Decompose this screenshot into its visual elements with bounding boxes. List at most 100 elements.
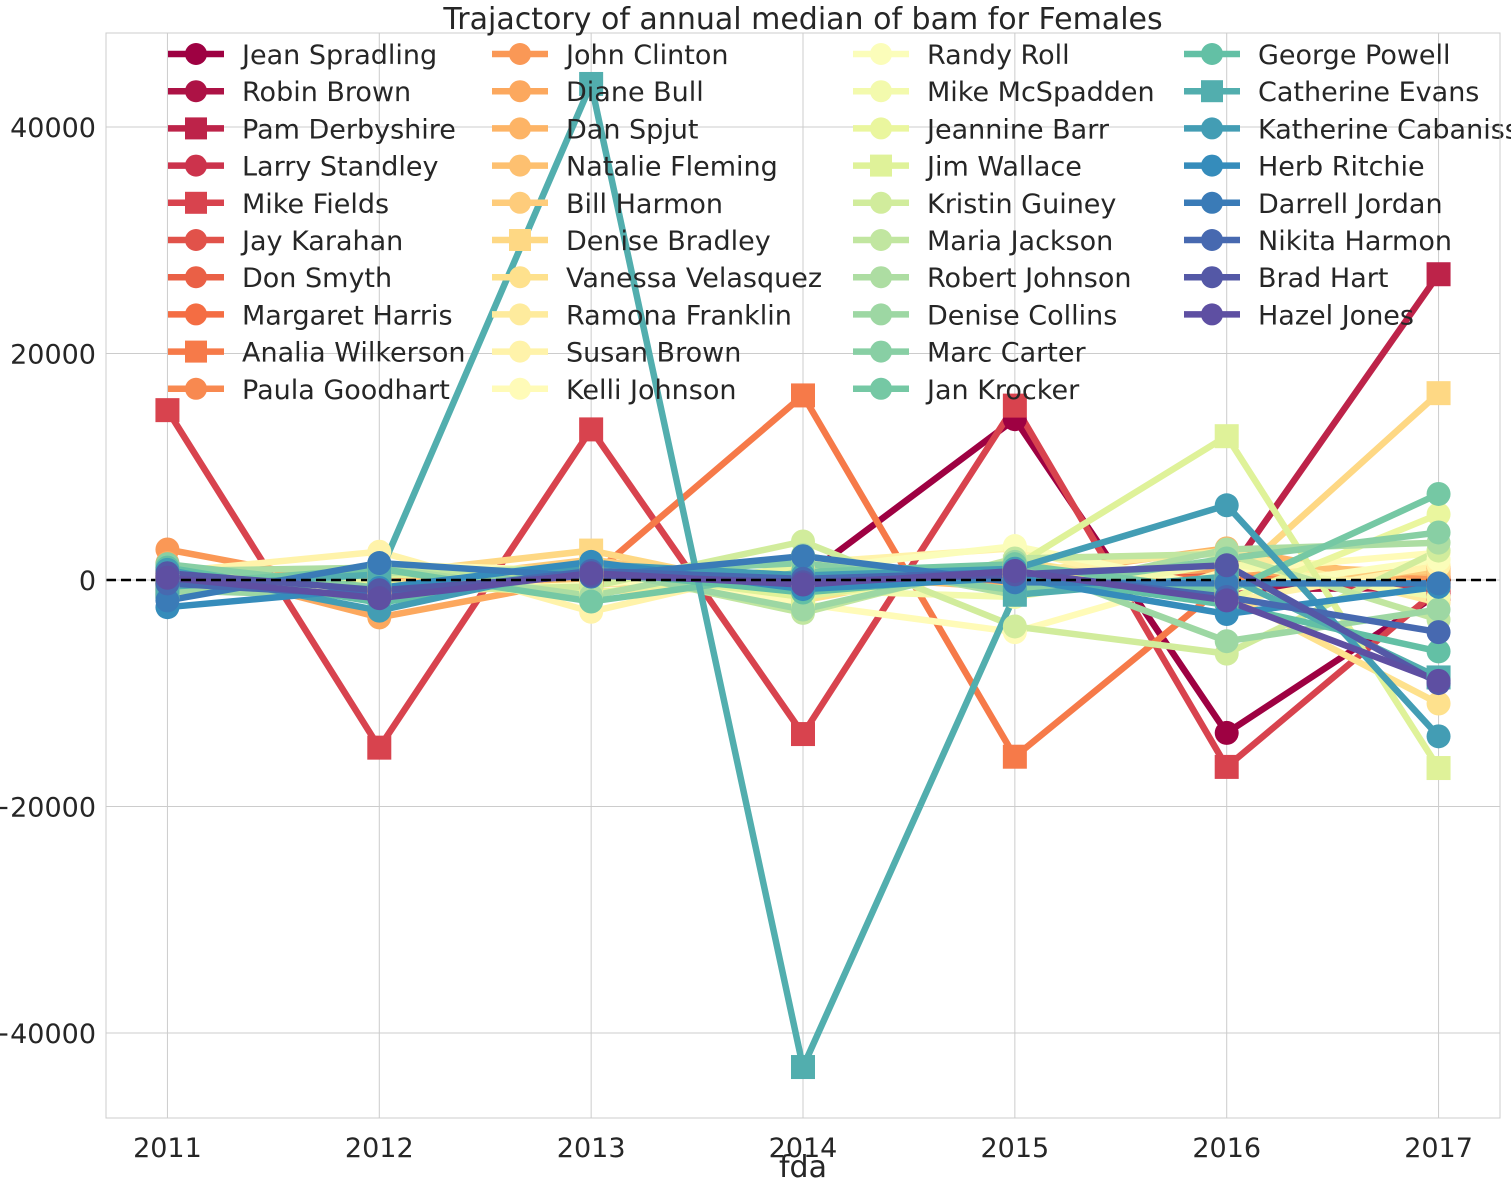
legend-label: Jay Karahan <box>240 226 403 257</box>
legend-label: Marc Carter <box>927 338 1086 369</box>
legend-swatch-marker <box>870 117 892 140</box>
legend-entry: Nikita Harmon <box>1184 226 1452 257</box>
data-point <box>367 586 392 611</box>
legend-entry: Darrell Jordan <box>1184 189 1443 220</box>
data-point <box>1214 720 1239 745</box>
legend-label: Paula Goodhart <box>242 375 450 406</box>
y-tick-label: 20000 <box>10 340 96 371</box>
legend-swatch-marker <box>185 191 207 214</box>
legend-label: Denise Bradley <box>566 226 771 257</box>
data-point <box>791 1055 815 1080</box>
legend-label: Robert Johnson <box>927 263 1132 294</box>
legend-swatch-marker <box>185 80 207 103</box>
data-point <box>1214 588 1239 613</box>
legend-label: George Powell <box>1258 40 1451 71</box>
legend-swatch-marker <box>870 43 892 65</box>
legend-label: Denise Collins <box>927 300 1117 331</box>
data-point <box>155 588 180 613</box>
data-point <box>1426 381 1451 406</box>
legend-label: Bill Harmon <box>566 189 723 220</box>
legend-entry: Don Smyth <box>168 263 392 294</box>
axis-ticks: 2011 2012 2013 2014 2015 2016 2017 −40000 −20000… <box>0 113 1473 1164</box>
x-tick-label: 2015 <box>980 1133 1049 1164</box>
legend-swatch-marker <box>509 340 531 363</box>
x-tick-label: 2012 <box>345 1133 414 1164</box>
legend-swatch-marker <box>870 191 892 214</box>
data-point <box>579 589 604 614</box>
legend-swatch-marker <box>185 340 207 363</box>
legend-label: Pam Derbyshire <box>242 114 456 145</box>
legend-entry: Herb Ritchie <box>1184 152 1425 183</box>
legend-swatch-marker <box>509 154 531 177</box>
data-point <box>791 544 815 569</box>
legend-label: Maria Jackson <box>927 226 1113 257</box>
legend-entry: Margaret Harris <box>168 300 453 331</box>
legend-label: Jeannine Barr <box>925 114 1110 145</box>
legend-label: Don Smyth <box>242 263 392 294</box>
legend-label: Robin Brown <box>242 77 411 108</box>
legend-label: Catherine Evans <box>1258 77 1479 108</box>
legend-label: Mike McSpadden <box>927 77 1155 108</box>
x-tick-label: 2016 <box>1192 1133 1261 1164</box>
legend-swatch-marker <box>870 377 892 400</box>
y-tick-label: 40000 <box>10 113 96 144</box>
legend-label: Jean Spradling <box>240 40 437 71</box>
legend-entry: Marc Carter <box>853 338 1086 369</box>
data-point <box>1426 724 1451 749</box>
legend-swatch-marker <box>870 303 892 326</box>
data-point <box>1002 614 1027 639</box>
legend-swatch-marker <box>870 340 892 363</box>
legend-swatch-marker <box>509 229 531 251</box>
legend-entry: Jay Karahan <box>168 226 403 257</box>
legend-label: Analia Wilkerson <box>242 338 465 369</box>
legend-swatch-marker <box>185 43 207 65</box>
y-tick-label: −40000 <box>0 1019 96 1050</box>
legend-swatch-marker <box>870 80 892 103</box>
legend-swatch-marker <box>870 154 892 177</box>
data-point <box>1002 558 1027 583</box>
legend-entry: Jeannine Barr <box>853 114 1110 145</box>
legend-swatch-marker <box>1201 80 1223 103</box>
legend-swatch-marker <box>185 377 207 400</box>
legend-entry: Susan Brown <box>492 338 741 369</box>
data-point <box>1002 744 1027 769</box>
legend-label: Diane Bull <box>566 77 704 108</box>
legend-entry: Pam Derbyshire <box>168 114 456 145</box>
legend-label: Brad Hart <box>1258 263 1388 294</box>
data-point <box>1214 553 1239 578</box>
legend-entry: Maria Jackson <box>853 226 1113 257</box>
legend-label: Jim Wallace <box>925 152 1082 183</box>
legend-swatch-marker <box>1201 117 1223 140</box>
data-point <box>1426 481 1451 506</box>
data-point <box>155 565 180 590</box>
data-point <box>579 417 604 442</box>
legend-entry: Catherine Evans <box>1184 77 1479 108</box>
legend-entry: Mike Fields <box>168 189 389 220</box>
legend-entry: Kristin Guiney <box>853 189 1116 220</box>
data-point <box>1426 620 1451 645</box>
data-point <box>1426 756 1451 781</box>
data-point <box>1426 597 1451 622</box>
legend-entry: Paula Goodhart <box>168 375 450 406</box>
x-tick-label: 2017 <box>1404 1133 1473 1164</box>
legend-label: Dan Spjut <box>566 114 699 145</box>
data-point <box>791 383 815 408</box>
legend: Jean Spradling Robin Brown Pam Derbyshire L… <box>168 40 1511 406</box>
legend-label: Nikita Harmon <box>1258 226 1452 257</box>
legend-swatch-marker <box>1201 191 1223 214</box>
data-point <box>1426 668 1451 693</box>
legend-label: Katherine Cabaniss <box>1258 114 1511 145</box>
legend-entry: Mike McSpadden <box>853 77 1155 108</box>
legend-swatch-marker <box>185 303 207 326</box>
data-point <box>367 735 392 760</box>
legend-entry: Denise Collins <box>853 300 1117 331</box>
series-markers <box>155 71 1451 1080</box>
data-point <box>1426 639 1451 664</box>
legend-swatch-marker <box>509 117 531 140</box>
legend-swatch-marker <box>185 117 207 140</box>
x-tick-label: 2013 <box>557 1133 626 1164</box>
legend-swatch-marker <box>1201 303 1223 326</box>
legend-swatch-marker <box>509 80 531 103</box>
legend-swatch-marker <box>509 191 531 214</box>
